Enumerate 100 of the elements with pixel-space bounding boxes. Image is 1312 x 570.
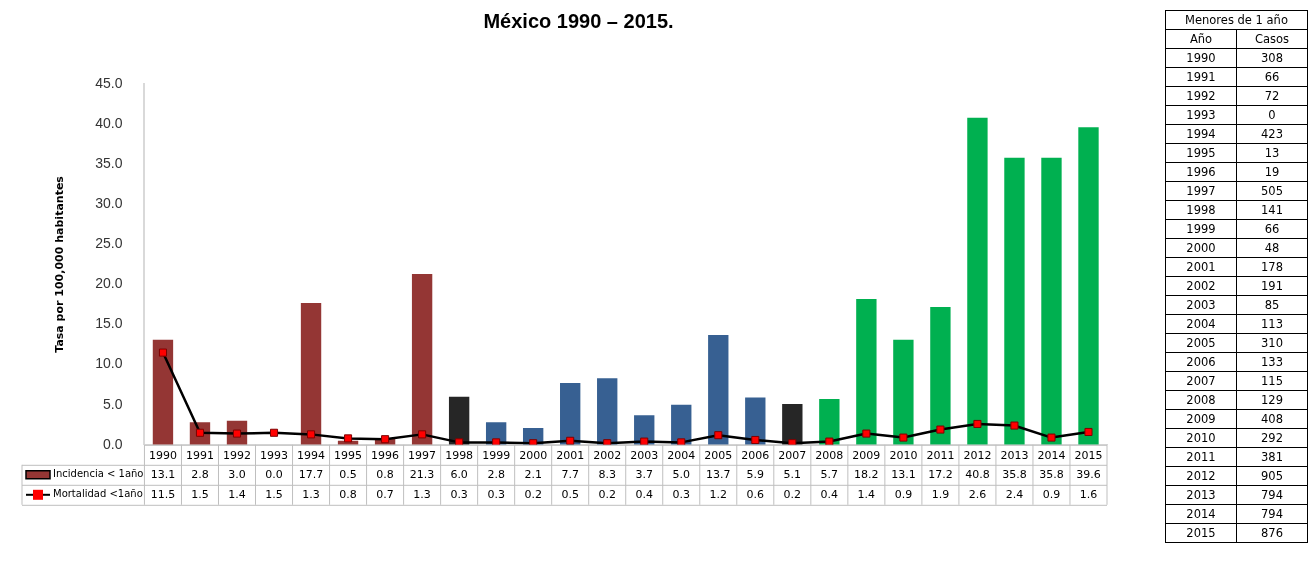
point [640,437,649,445]
data-label: 18.2 [854,467,879,481]
point [714,431,723,440]
legend-label: Mortalidad <1año [53,488,143,500]
text: 2004 [1165,314,1237,334]
text: Año [1165,29,1237,49]
x-tick-label: 2001 [556,449,585,463]
text: 2015 [1165,523,1237,543]
bar [782,403,803,445]
data-label: 0.2 [598,487,616,501]
text: 1997 [1165,181,1237,201]
data-label: 0.5 [339,467,357,481]
y-tick-label: 40.0 [95,114,123,131]
x-tick-label: 2003 [630,449,659,463]
x-tick-label: 1999 [482,449,511,463]
text: 129 [1236,390,1308,410]
bar [560,383,581,445]
data-label: 2.8 [191,467,209,481]
y-tick-label: 45.0 [95,74,123,91]
data-label: 1.9 [931,487,950,501]
text: 2007 [1165,371,1237,391]
data-label: 0.5 [561,487,579,501]
bar [671,404,692,445]
data-label: 5.0 [672,467,691,481]
text: 905 [1236,466,1308,486]
text: 505 [1236,181,1308,201]
y-tick-label: 5.0 [102,395,123,412]
x-tick-label: 2007 [778,449,807,463]
text: 1993 [1165,105,1237,125]
x-tick-label: 2002 [593,449,622,463]
x-tick-label: 2005 [704,449,733,463]
data-label: 2.4 [1005,487,1024,501]
text: 381 [1236,447,1308,467]
x-tick-label: 2015 [1074,449,1103,463]
data-label: 5.1 [783,467,802,481]
text: 0 [1236,105,1308,125]
text: 13 [1236,143,1308,163]
bar [448,396,470,445]
point [492,438,501,445]
point [1010,421,1019,430]
data-label: 1.6 [1079,487,1098,501]
data-label: 17.7 [298,467,324,481]
bar [411,274,433,445]
data-label: 11.5 [150,487,176,501]
data-label: 0.3 [487,487,505,501]
x-tick-label: 1997 [408,449,437,463]
bar [819,399,840,445]
text: 2005 [1165,333,1237,353]
x-tick-label: 2004 [667,449,696,463]
y-tick-label: 20.0 [95,275,123,292]
y-tick-label: 15.0 [95,315,123,332]
data-label: 0.4 [635,487,653,501]
point [344,434,353,443]
data-label: 0.0 [265,467,283,481]
data-label: 0.8 [376,467,394,481]
bar [597,378,618,445]
point [269,428,279,437]
y-tick-label: 10.0 [95,355,123,372]
x-tick-label: 2013 [1000,449,1029,463]
bar [300,302,322,445]
data-label: 0.9 [1042,487,1061,501]
bar [152,339,174,445]
x-tick-label: 2000 [519,449,548,463]
x-tick-label: 1991 [185,449,214,463]
bar [708,334,729,445]
text: 48 [1236,238,1308,258]
bar [856,298,877,445]
data-label: 1.5 [265,487,283,501]
text: 2001 [1165,257,1237,277]
text: 72 [1236,86,1308,106]
data-label: 6.0 [450,467,468,481]
text: 115 [1236,371,1308,391]
text: 1990 [1165,48,1237,68]
data-label: 35.8 [1039,467,1064,481]
x-tick-label: 1995 [334,449,363,463]
legend-label: Incidencia < 1año [53,468,144,480]
text: Casos [1236,29,1308,49]
point [307,430,316,439]
text: 1999 [1165,219,1237,239]
text: 2000 [1165,238,1237,258]
x-tick-label: 2006 [741,449,770,463]
data-label: 5.7 [820,467,839,481]
point [1084,427,1093,437]
x-tick-label: 1996 [371,449,400,463]
text: 113 [1236,314,1308,334]
data-label: 5.9 [746,467,765,481]
point [158,348,167,357]
text: 191 [1236,276,1308,296]
text: 1998 [1165,200,1237,220]
x-tick-label: 2012 [963,449,992,463]
data-label: 0.4 [820,487,839,501]
bar [1041,157,1062,445]
text: 794 [1236,485,1308,505]
text: 133 [1236,352,1308,372]
x-tick-label: 2008 [815,449,844,463]
text: 2008 [1165,390,1237,410]
data-label: 0.8 [339,487,357,501]
text: Menores de 1 año [1165,10,1308,30]
point [973,419,982,428]
text: 2003 [1165,295,1237,315]
